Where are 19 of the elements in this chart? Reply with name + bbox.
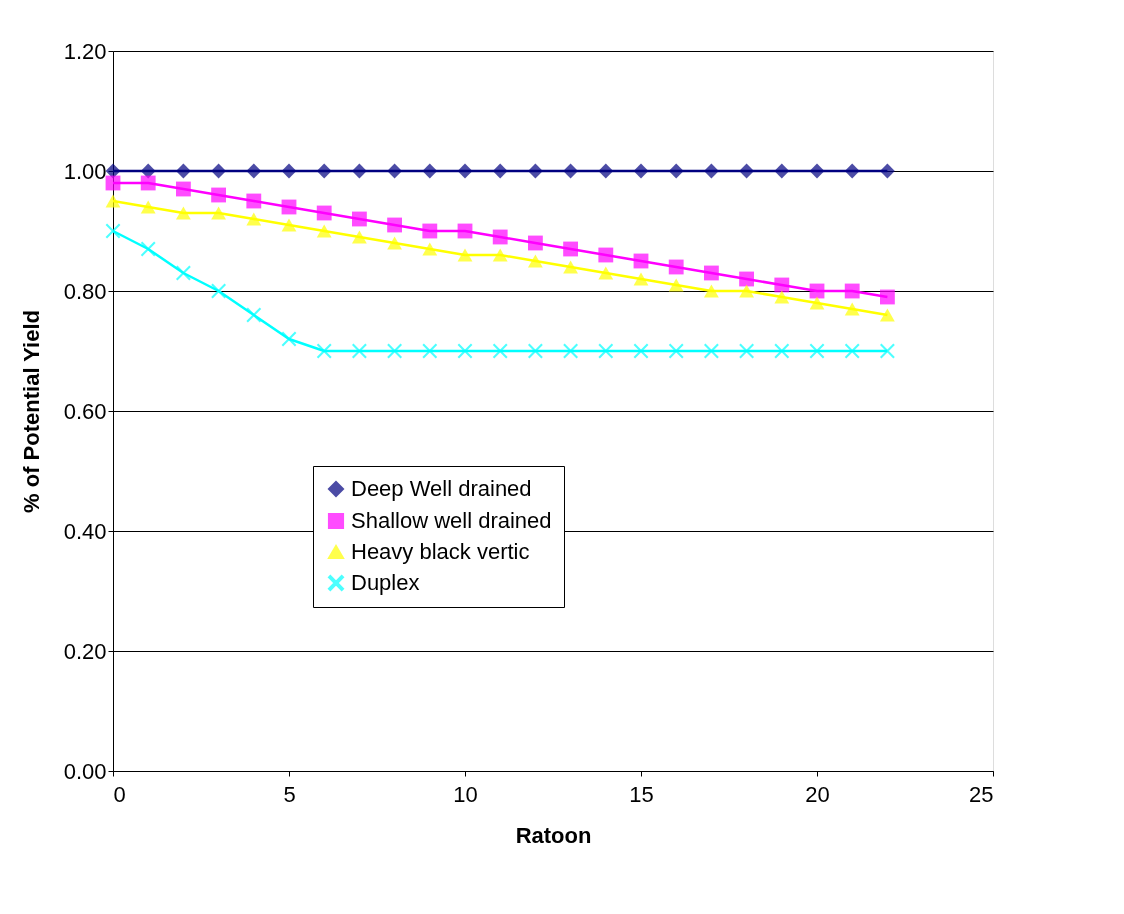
x-tick-label: 20 — [805, 781, 830, 807]
x-tick-label: 15 — [629, 781, 654, 807]
legend-label: Duplex — [351, 570, 420, 595]
legend-label: Deep Well drained — [351, 476, 532, 501]
x-tick-label: 25 — [969, 781, 994, 807]
y-tick-label: 0.20 — [63, 638, 107, 664]
legend-label: Shallow well drained — [351, 508, 552, 533]
x-axis-title: Ratoon — [515, 822, 592, 848]
x-tick-label: 10 — [453, 781, 478, 807]
y-axis-title: % of Potential Yield — [18, 310, 44, 513]
legend-label: Heavy black vertic — [351, 539, 530, 564]
y-tick-label: 0.60 — [63, 398, 107, 424]
x-tick-label: 5 — [283, 781, 296, 807]
y-tick-label: 1.20 — [63, 38, 107, 64]
y-tick-label: 0.00 — [63, 758, 107, 784]
y-tick-label: 1.00 — [63, 158, 107, 184]
y-tick-label: 0.40 — [63, 518, 107, 544]
x-tick-label: 0 — [113, 781, 126, 807]
y-tick-label: 0.80 — [63, 278, 107, 304]
